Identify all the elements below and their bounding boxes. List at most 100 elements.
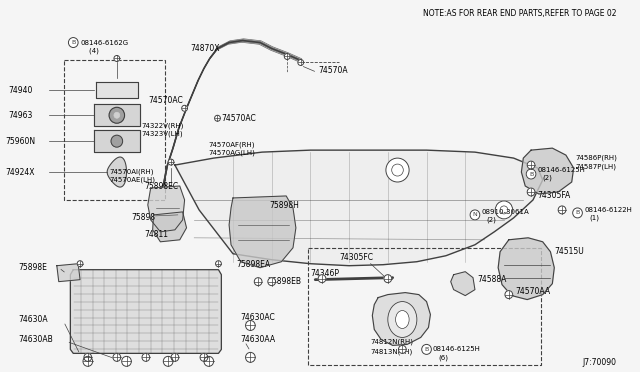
Circle shape [84, 353, 92, 361]
Text: B: B [424, 347, 429, 352]
Polygon shape [451, 272, 475, 296]
Text: 74305FC: 74305FC [339, 253, 373, 262]
Text: (6): (6) [438, 354, 448, 360]
Text: 74570AI(RH): 74570AI(RH) [109, 169, 154, 175]
Polygon shape [153, 212, 186, 242]
Circle shape [268, 278, 276, 286]
Text: 74630AC: 74630AC [241, 313, 275, 322]
Bar [63, 61, 165, 200]
Text: 74870X: 74870X [190, 44, 220, 53]
Polygon shape [107, 157, 127, 187]
Text: B: B [575, 211, 580, 215]
Circle shape [318, 275, 326, 283]
Text: B: B [529, 171, 533, 177]
Circle shape [171, 353, 179, 361]
Text: 74570AG(LH): 74570AG(LH) [209, 150, 255, 156]
Text: 74570AA: 74570AA [516, 287, 550, 296]
Text: (4): (4) [80, 47, 99, 54]
Polygon shape [70, 270, 221, 353]
Text: 74323V(LH): 74323V(LH) [141, 131, 182, 137]
Text: 75898EC: 75898EC [144, 182, 178, 190]
Bar [308, 248, 541, 365]
Text: (2): (2) [543, 175, 552, 181]
Text: 75898EA: 75898EA [236, 260, 270, 269]
Circle shape [216, 261, 221, 267]
Text: NOTE:AS FOR REAR END PARTS,REFER TO PAGE 02: NOTE:AS FOR REAR END PARTS,REFER TO PAGE… [423, 9, 616, 17]
Text: 74813N(LH): 74813N(LH) [371, 348, 413, 355]
Text: N: N [472, 212, 477, 217]
Circle shape [284, 54, 290, 60]
Circle shape [246, 321, 255, 330]
Circle shape [384, 275, 392, 283]
Ellipse shape [388, 302, 417, 337]
Text: 75898E: 75898E [18, 263, 47, 272]
Text: 74570A: 74570A [318, 66, 348, 75]
Text: (1): (1) [589, 215, 599, 221]
Circle shape [558, 206, 566, 214]
Circle shape [163, 356, 173, 366]
Polygon shape [57, 264, 80, 282]
Circle shape [77, 261, 83, 267]
Polygon shape [372, 293, 431, 346]
Text: 74963: 74963 [8, 111, 33, 120]
Circle shape [422, 344, 431, 355]
Polygon shape [93, 130, 140, 152]
Circle shape [246, 352, 255, 362]
Circle shape [214, 115, 220, 121]
Polygon shape [175, 150, 543, 266]
Text: 75898H: 75898H [269, 201, 300, 211]
Text: 75898EB: 75898EB [267, 277, 301, 286]
Text: 74940: 74940 [8, 86, 33, 95]
Text: 74586P(RH): 74586P(RH) [575, 155, 618, 161]
Circle shape [168, 159, 174, 165]
Ellipse shape [396, 311, 409, 328]
Circle shape [114, 55, 120, 61]
Polygon shape [93, 104, 140, 126]
Circle shape [142, 353, 150, 361]
Circle shape [200, 353, 208, 361]
Text: 74570AC: 74570AC [221, 114, 256, 123]
Circle shape [109, 107, 125, 123]
Circle shape [111, 135, 123, 147]
Text: 08146-6125H: 08146-6125H [538, 167, 586, 173]
Text: 08146-6122H: 08146-6122H [584, 207, 632, 213]
Circle shape [399, 346, 406, 353]
Text: 74570AC: 74570AC [148, 96, 184, 105]
Text: B: B [71, 40, 76, 45]
Text: 74630AA: 74630AA [241, 335, 276, 344]
Circle shape [298, 60, 303, 65]
Circle shape [386, 158, 409, 182]
Polygon shape [229, 196, 296, 268]
Text: 08910-3061A: 08910-3061A [482, 209, 529, 215]
Text: 74587P(LH): 74587P(LH) [575, 164, 616, 170]
Circle shape [495, 201, 513, 219]
Circle shape [204, 356, 214, 366]
Text: 74630AB: 74630AB [18, 335, 53, 344]
Polygon shape [95, 82, 138, 98]
Text: 74924X: 74924X [6, 167, 35, 177]
Circle shape [68, 38, 78, 48]
Circle shape [526, 169, 536, 179]
Circle shape [83, 356, 93, 366]
Circle shape [527, 188, 535, 196]
Text: 74570AF(RH): 74570AF(RH) [209, 142, 255, 148]
Text: 74305FA: 74305FA [537, 192, 570, 201]
Circle shape [113, 353, 121, 361]
Text: 74630A: 74630A [18, 315, 48, 324]
Text: 08146-6125H: 08146-6125H [433, 346, 480, 352]
Circle shape [182, 105, 188, 111]
Circle shape [254, 278, 262, 286]
Polygon shape [148, 186, 184, 232]
Text: 74812N(RH): 74812N(RH) [371, 338, 413, 345]
Text: 74515U: 74515U [554, 247, 584, 256]
Circle shape [114, 112, 120, 118]
Text: 74588A: 74588A [477, 275, 506, 284]
Text: J7:70090: J7:70090 [582, 358, 616, 367]
Text: 75960N: 75960N [6, 137, 36, 146]
Circle shape [505, 291, 513, 299]
Text: 74346P: 74346P [310, 269, 339, 278]
Circle shape [527, 161, 535, 169]
Text: 74811: 74811 [144, 230, 168, 239]
Text: (2): (2) [486, 217, 497, 223]
Text: 74322V(RH): 74322V(RH) [141, 123, 184, 129]
